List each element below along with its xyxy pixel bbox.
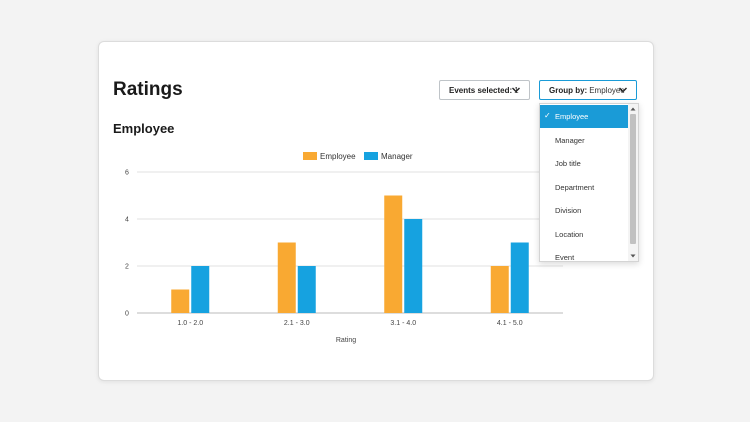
x-tick-label: 3.1 - 4.0 <box>390 320 416 327</box>
x-axis-label: Rating <box>336 337 356 344</box>
chevron-down-icon <box>512 87 520 93</box>
scroll-up-icon[interactable] <box>630 106 636 112</box>
legend-swatch-manager <box>364 152 378 160</box>
y-tick-label: 2 <box>125 264 129 271</box>
group-option-department[interactable]: Department <box>540 176 628 199</box>
y-tick-label: 6 <box>125 170 129 177</box>
bar-manager-2 <box>404 219 423 313</box>
legend-label-manager: Manager <box>381 152 413 161</box>
chevron-down-icon <box>619 87 627 93</box>
dropdown-scrollbar[interactable] <box>628 104 638 261</box>
group-option-label: Manager <box>555 135 585 145</box>
bar-employee-0 <box>171 289 190 313</box>
group-option-manager[interactable]: Manager <box>540 129 628 152</box>
y-tick-label: 4 <box>125 217 129 224</box>
group-option-label: Location <box>555 229 584 239</box>
bar-manager-0 <box>191 266 210 313</box>
group-by-options-list[interactable]: ✓ Employee Manager Job title Department Divis… <box>539 103 639 262</box>
group-option-job-title[interactable]: Job title <box>540 152 628 175</box>
bar-employee-1 <box>277 242 296 313</box>
group-option-location[interactable]: Location <box>540 223 628 246</box>
events-selected-label: Events selected: <box>449 85 513 95</box>
checkmark-icon: ✓ <box>544 111 551 120</box>
group-by-dropdown[interactable]: Group by: Employee <box>539 80 637 100</box>
events-selected-dropdown[interactable]: Events selected: 1 <box>439 80 530 100</box>
group-by-value: Employee <box>589 85 625 95</box>
bar-manager-3 <box>510 242 529 313</box>
legend-swatch-employee <box>303 152 317 160</box>
group-option-label: Event <box>555 253 575 262</box>
events-selected-value: 1 <box>514 85 519 95</box>
scrollbar-thumb[interactable] <box>630 114 636 244</box>
scroll-down-icon[interactable] <box>630 253 636 259</box>
page-title: Ratings <box>113 79 183 100</box>
legend-label-employee: Employee <box>320 152 356 161</box>
bar-employee-3 <box>490 266 509 313</box>
x-tick-label: 4.1 - 5.0 <box>497 320 523 327</box>
group-option-division[interactable]: Division <box>540 199 628 222</box>
x-tick-label: 2.1 - 3.0 <box>284 320 310 327</box>
group-option-employee[interactable]: ✓ Employee <box>540 105 628 128</box>
group-option-label: Employee <box>555 112 589 121</box>
section-title: Employee <box>113 121 175 136</box>
group-by-label: Group by: <box>549 85 588 95</box>
bar-employee-2 <box>384 195 403 313</box>
bar-manager-1 <box>297 266 316 313</box>
y-tick-label: 0 <box>125 311 129 318</box>
group-option-label: Job title <box>555 159 581 168</box>
x-tick-label: 1.0 - 2.0 <box>177 320 203 327</box>
group-option-event[interactable]: Event <box>540 246 628 262</box>
group-option-label: Department <box>555 182 595 192</box>
group-option-label: Division <box>555 206 582 215</box>
